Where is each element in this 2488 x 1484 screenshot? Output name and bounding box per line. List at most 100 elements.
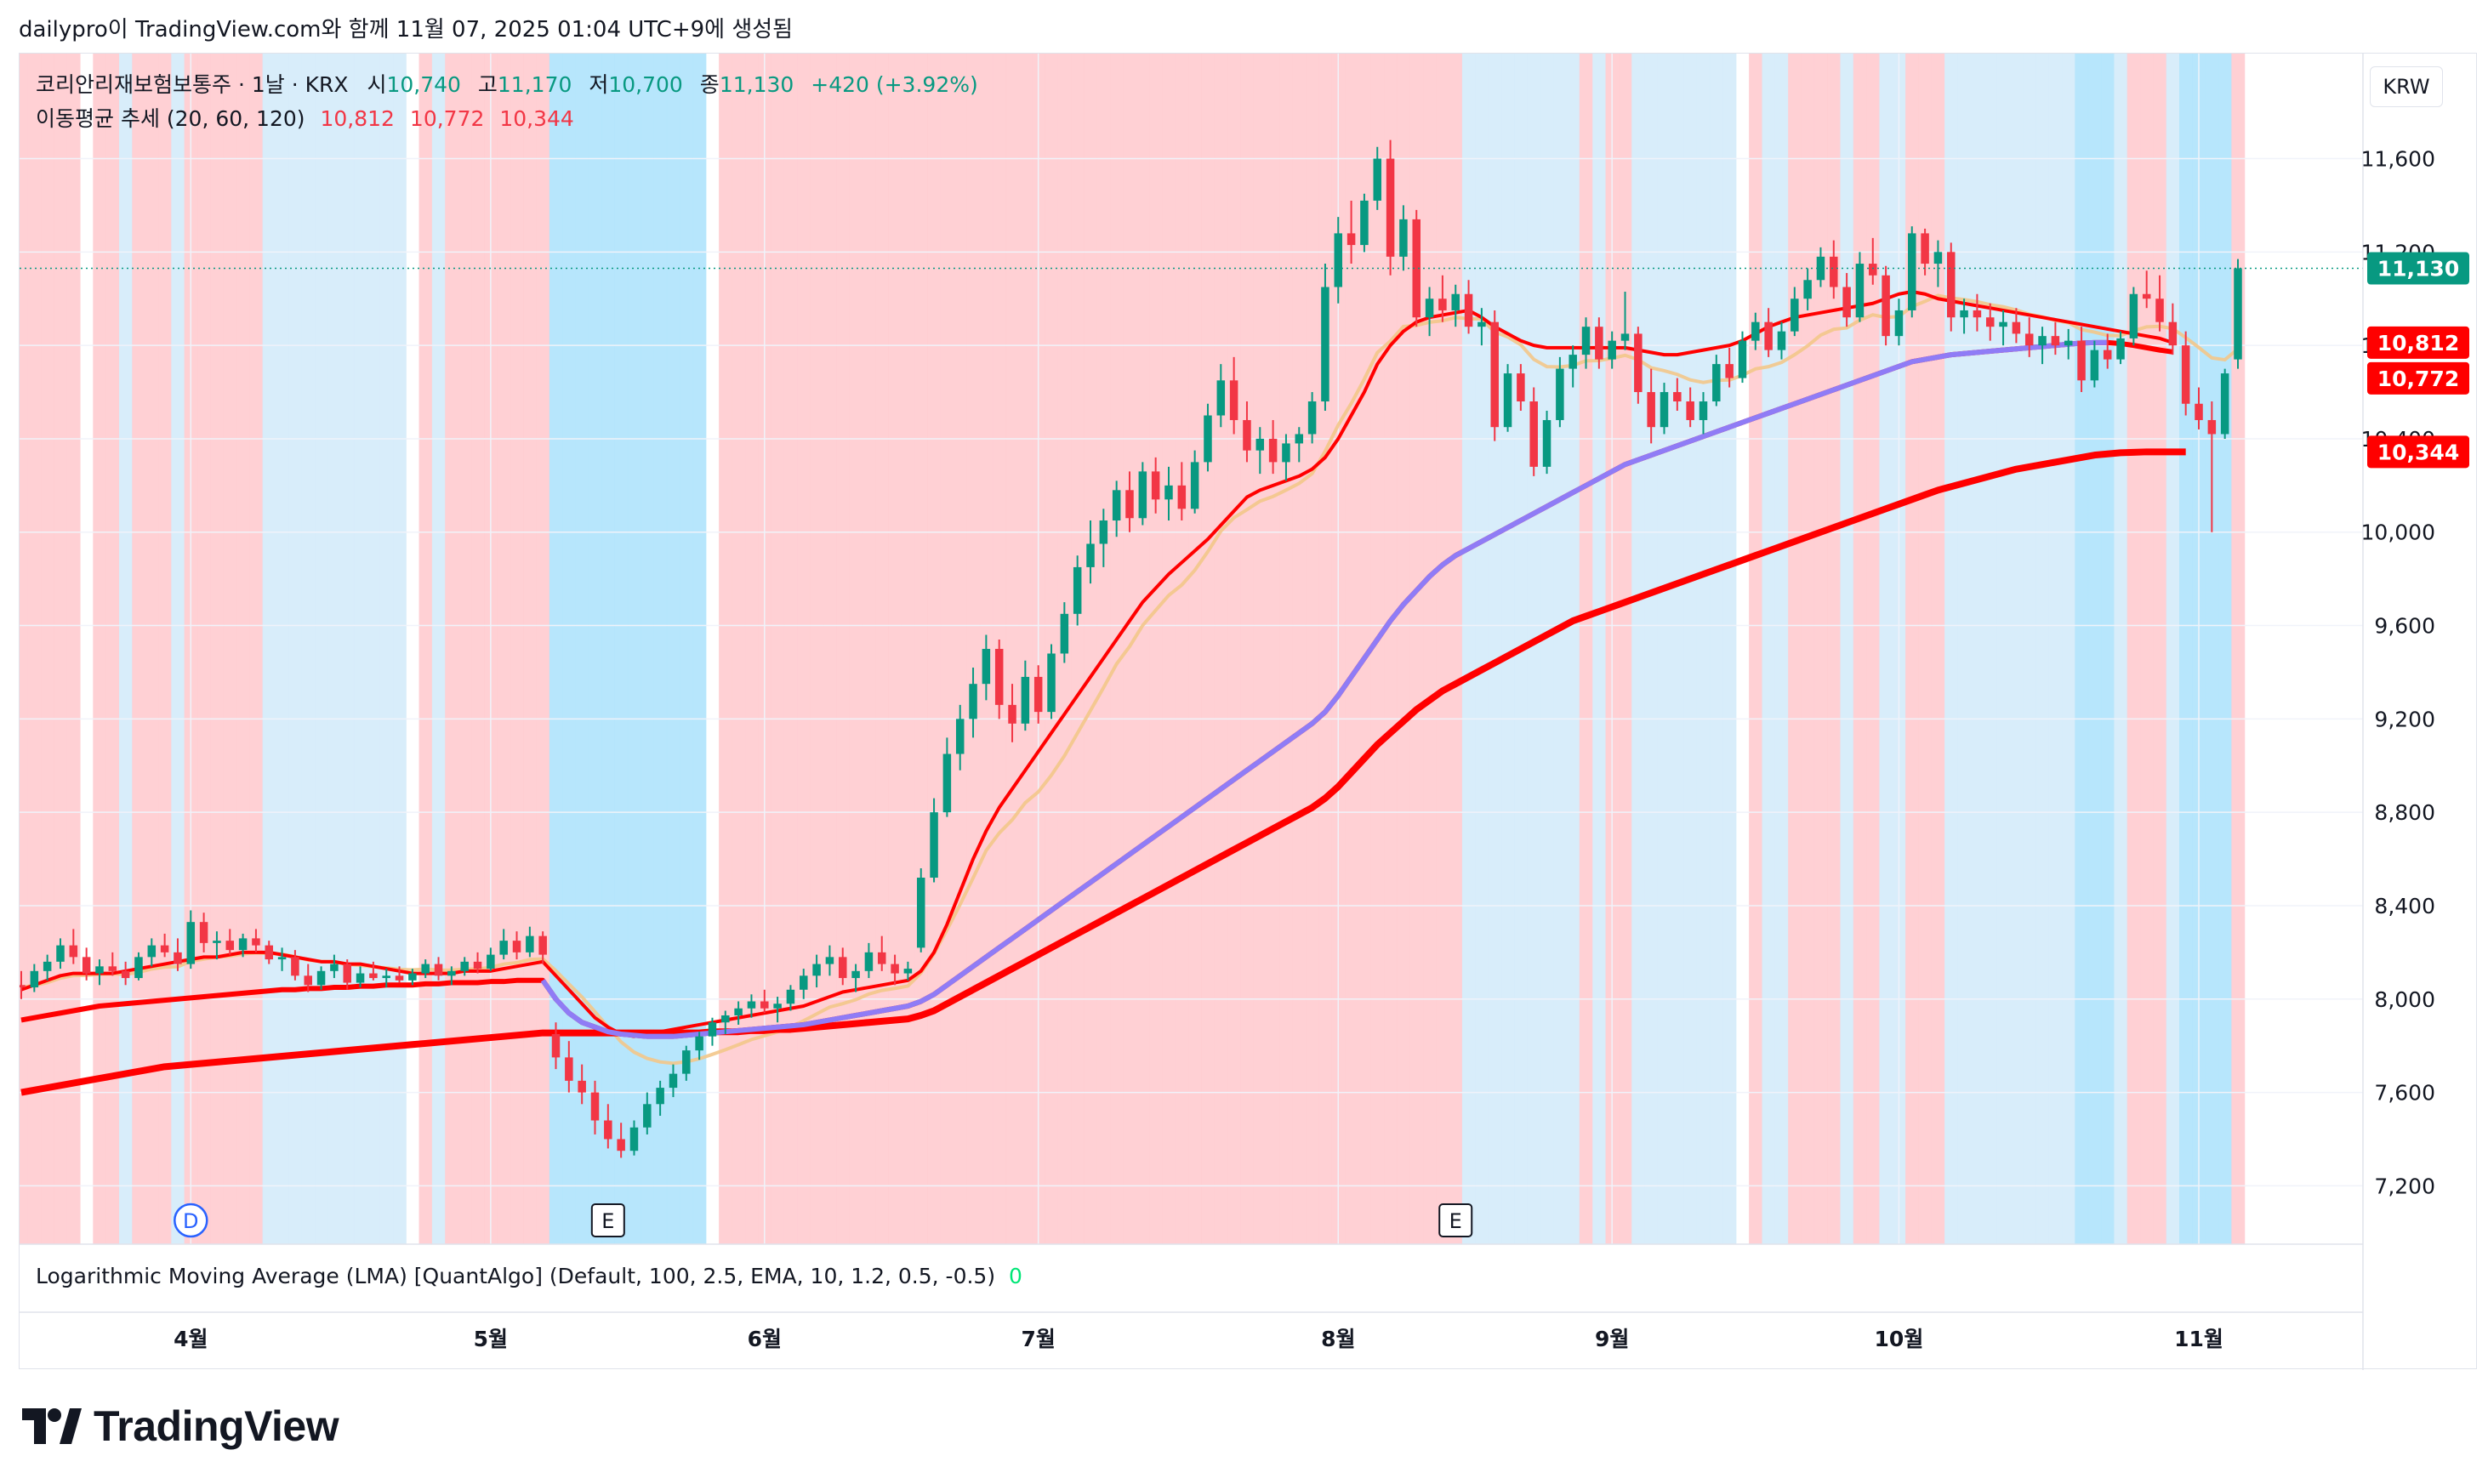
high-label: 고: [477, 72, 498, 97]
candle-body: [1634, 333, 1643, 393]
currency-button[interactable]: KRW: [2370, 66, 2443, 107]
candle-body: [2051, 336, 2060, 346]
candle-body: [20, 985, 26, 988]
regime-band: [431, 54, 446, 1244]
candle-body: [734, 1008, 743, 1015]
candle-body: [1581, 327, 1591, 355]
candle-body: [1869, 264, 1877, 276]
regime-band: [2075, 54, 2089, 1244]
regime-band: [966, 54, 981, 1244]
candle-body: [2090, 350, 2099, 381]
regime-band: [927, 54, 942, 1244]
regime-band: [1240, 54, 1255, 1244]
tradingview-brand[interactable]: TradingView: [22, 1402, 339, 1451]
candle-body: [1816, 256, 1825, 281]
candle-body: [955, 719, 965, 754]
candle-body: [864, 952, 874, 971]
regime-band: [1110, 54, 1124, 1244]
regime-band: [1318, 54, 1333, 1244]
dividend-marker: [174, 1203, 208, 1238]
earnings-marker: [590, 1203, 625, 1237]
regime-band: [418, 54, 433, 1244]
candle-body: [708, 1022, 717, 1037]
regime-band: [1279, 54, 1294, 1244]
price-tag: [2367, 252, 2469, 285]
regime-band: [666, 54, 680, 1244]
candle-body: [812, 964, 821, 976]
candle-body: [721, 1015, 730, 1023]
regime-band: [1449, 54, 1463, 1244]
price-tag-label: 10,812: [2377, 331, 2459, 355]
regime-band: [1866, 54, 1881, 1244]
candle-body: [316, 970, 326, 986]
candle-body: [1255, 438, 1265, 451]
ma-120-value: 10,344: [499, 106, 574, 131]
candle-body: [800, 975, 808, 990]
candle-body: [1008, 704, 1016, 724]
price-chart[interactable]: 7,200 7,600 8,000 8,400 8,800 9,200 9,600 10,00…: [20, 54, 2478, 1370]
regime-band: [588, 54, 602, 1244]
regime-band: [275, 54, 289, 1244]
regime-band: [2205, 54, 2219, 1244]
candle-body: [760, 1001, 769, 1009]
regime-band: [196, 54, 211, 1244]
y-tick-label: 8,800: [2374, 800, 2435, 825]
candle-body: [43, 961, 52, 971]
regime-band: [1540, 54, 1554, 1244]
candle-body: [1960, 310, 1968, 318]
regime-band: [875, 54, 890, 1244]
earnings-marker-label: E: [601, 1209, 614, 1233]
candle-body: [1595, 327, 1603, 360]
candle-body: [1060, 613, 1069, 654]
regime-band: [1162, 54, 1176, 1244]
regime-band: [367, 54, 381, 1244]
candle-body: [969, 684, 977, 719]
candle-body: [1738, 340, 1747, 378]
regime-band: [1683, 54, 1698, 1244]
candle-body: [1908, 233, 1916, 310]
candle-body: [2181, 345, 2190, 404]
regime-band: [575, 54, 589, 1244]
regime-band: [445, 54, 459, 1244]
chart-created-caption: dailypro이 TradingView.com와 함께 11월 07, 20…: [19, 17, 794, 43]
y-tick-label: 8,400: [2374, 894, 2435, 918]
regime-band: [340, 54, 355, 1244]
candle-body: [1360, 200, 1369, 246]
regime-band: [1136, 54, 1150, 1244]
candle-body: [238, 938, 248, 951]
regime-band: [1592, 54, 1607, 1244]
candle-body: [1204, 415, 1212, 463]
candle-body: [1973, 310, 1982, 318]
y-tick-label: 9,600: [2374, 614, 2435, 639]
candle-body: [291, 957, 299, 976]
regime-band: [105, 54, 120, 1244]
regime-band: [732, 54, 746, 1244]
candle-body: [851, 970, 860, 979]
candle-body: [551, 1033, 561, 1058]
ma-20-line: [20, 290, 2173, 1038]
close-label: 종: [699, 72, 720, 97]
regime-band: [1436, 54, 1450, 1244]
regime-band: [1005, 54, 1020, 1244]
y-tick-label: 10,000: [2361, 520, 2435, 545]
candle-body: [2142, 293, 2151, 299]
regime-band: [1931, 54, 1945, 1244]
regime-band: [2153, 54, 2167, 1244]
candle-body: [134, 957, 143, 979]
candle-body: [1229, 380, 1238, 420]
moving-average-legend[interactable]: 이동평균 추세 (20, 60, 120) 10,812 10,772 10,3…: [36, 102, 574, 133]
price-tag: [2367, 435, 2469, 469]
symbol-legend[interactable]: 코리안리재보험보통주 · 1날 · KRX 시10,740 고11,170 저1…: [36, 68, 978, 99]
lma-indicator-label: Logarithmic Moving Average (LMA) [QuantA…: [36, 1264, 996, 1288]
regime-band: [497, 54, 511, 1244]
regime-band: [2062, 54, 2075, 1244]
regime-band: [1970, 54, 1984, 1244]
candle-body: [369, 973, 378, 979]
regime-band: [836, 54, 851, 1244]
candle-body: [669, 1073, 678, 1089]
candle-body: [343, 964, 351, 983]
regime-band: [1788, 54, 1802, 1244]
lma-indicator-legend[interactable]: Logarithmic Moving Average (LMA) [QuantA…: [36, 1264, 1022, 1288]
candle-body: [877, 952, 886, 964]
ma-20-value: 10,812: [320, 106, 395, 131]
